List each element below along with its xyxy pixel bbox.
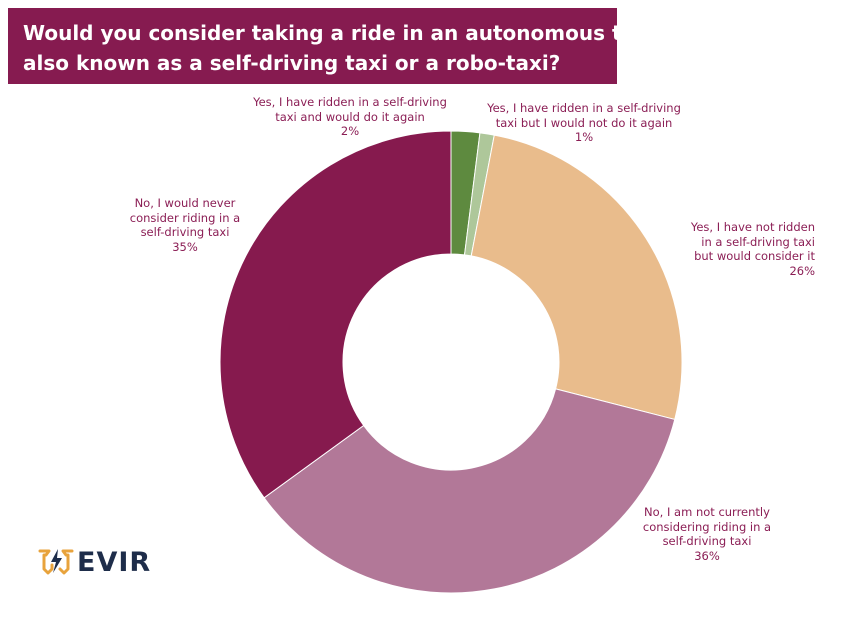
slice-not-ridden-would-consider <box>470 134 683 421</box>
evir-logo-icon <box>38 549 74 575</box>
slice-value-label: 26% <box>789 263 815 278</box>
slice-label-would-never: No, I would never consider riding in a s… <box>100 196 270 254</box>
slice-not-currently-considering <box>263 388 676 594</box>
evir-logo: EVIR <box>36 545 176 585</box>
logo-text: EVIR <box>77 547 152 578</box>
slice-label-not-currently-considering: No, I am not currently considering ridin… <box>607 505 807 563</box>
slice-value-label: 36% <box>694 548 720 563</box>
slice-value-label: 35% <box>172 239 198 254</box>
slice-label-ridden-would-not-again: Yes, I have ridden in a self-driving tax… <box>474 101 694 145</box>
chart-title-line-2: also known as a self-driving taxi or a r… <box>23 51 561 75</box>
chart-title-line-1: Would you consider taking a ride in an a… <box>23 21 663 45</box>
slice-value-label: 2% <box>340 124 360 138</box>
slice-label-ridden-would-again: Yes, I have ridden in a self-driving tax… <box>240 95 460 139</box>
chart-title-banner: Would you consider taking a ride in an a… <box>8 8 663 84</box>
slice-label-not-ridden-would-consider: Yes, I have not ridden in a self-driving… <box>655 220 815 278</box>
slice-would-never <box>219 130 452 499</box>
slice-value-label: 1% <box>574 130 594 144</box>
